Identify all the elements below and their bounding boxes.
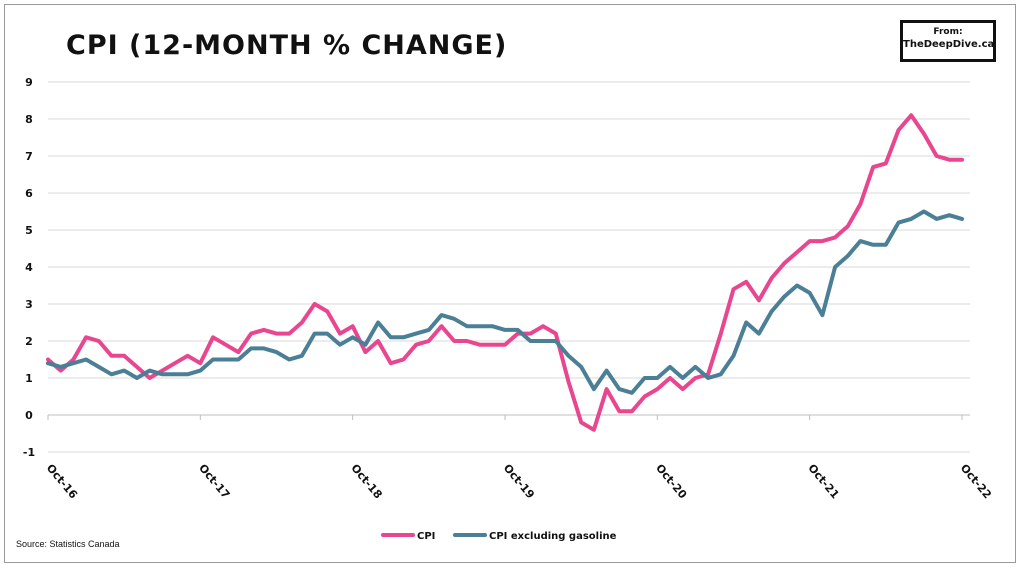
chart-title: CPI (12-MONTH % CHANGE) [66, 30, 508, 61]
x-tick-label: Oct-18 [348, 462, 384, 502]
series-lines [46, 113, 964, 432]
y-tick-label: 7 [25, 150, 33, 163]
y-tick-label: 8 [25, 113, 33, 126]
y-tick-label: 4 [25, 261, 33, 274]
x-tick-label: Oct-22 [958, 462, 994, 502]
source-badge: From: TheDeepDive.ca [900, 20, 996, 62]
source-note: Source: Statistics Canada [16, 539, 120, 549]
y-tick-label: 5 [25, 224, 33, 237]
y-tick-label: 6 [25, 187, 33, 200]
y-tick-label: 1 [25, 372, 33, 385]
chart-frame [4, 4, 1016, 563]
x-tick-label: Oct-20 [653, 462, 690, 502]
series-line-cpi [46, 113, 964, 432]
legend-label-cpi-ex-gasoline: CPI excluding gasoline [489, 531, 617, 542]
legend: CPI CPI excluding gasoline [381, 531, 617, 542]
x-tick-label: Oct-21 [805, 462, 841, 502]
legend-label-cpi: CPI [417, 531, 435, 542]
x-tick-label: Oct-19 [501, 462, 537, 502]
series-line-cpi-ex-gasoline [46, 209, 964, 395]
y-tick-label: 3 [25, 298, 33, 311]
y-tick-label: -1 [23, 446, 35, 459]
y-tick-label: 2 [25, 335, 33, 348]
y-tick-label: 0 [25, 409, 33, 422]
badge-line-2: TheDeepDive.ca [903, 39, 995, 50]
badge-line-1: From: [933, 27, 963, 37]
axes: -1 0 1 2 3 4 5 6 7 8 9 Oct-16 Oct-17 Oct-18 Oct-19 Oct-… [23, 76, 994, 502]
y-tick-label: 9 [25, 76, 33, 89]
grid-lines [48, 81, 970, 453]
x-tick-label: Oct-16 [44, 462, 81, 502]
x-tick-label: Oct-17 [196, 462, 232, 502]
